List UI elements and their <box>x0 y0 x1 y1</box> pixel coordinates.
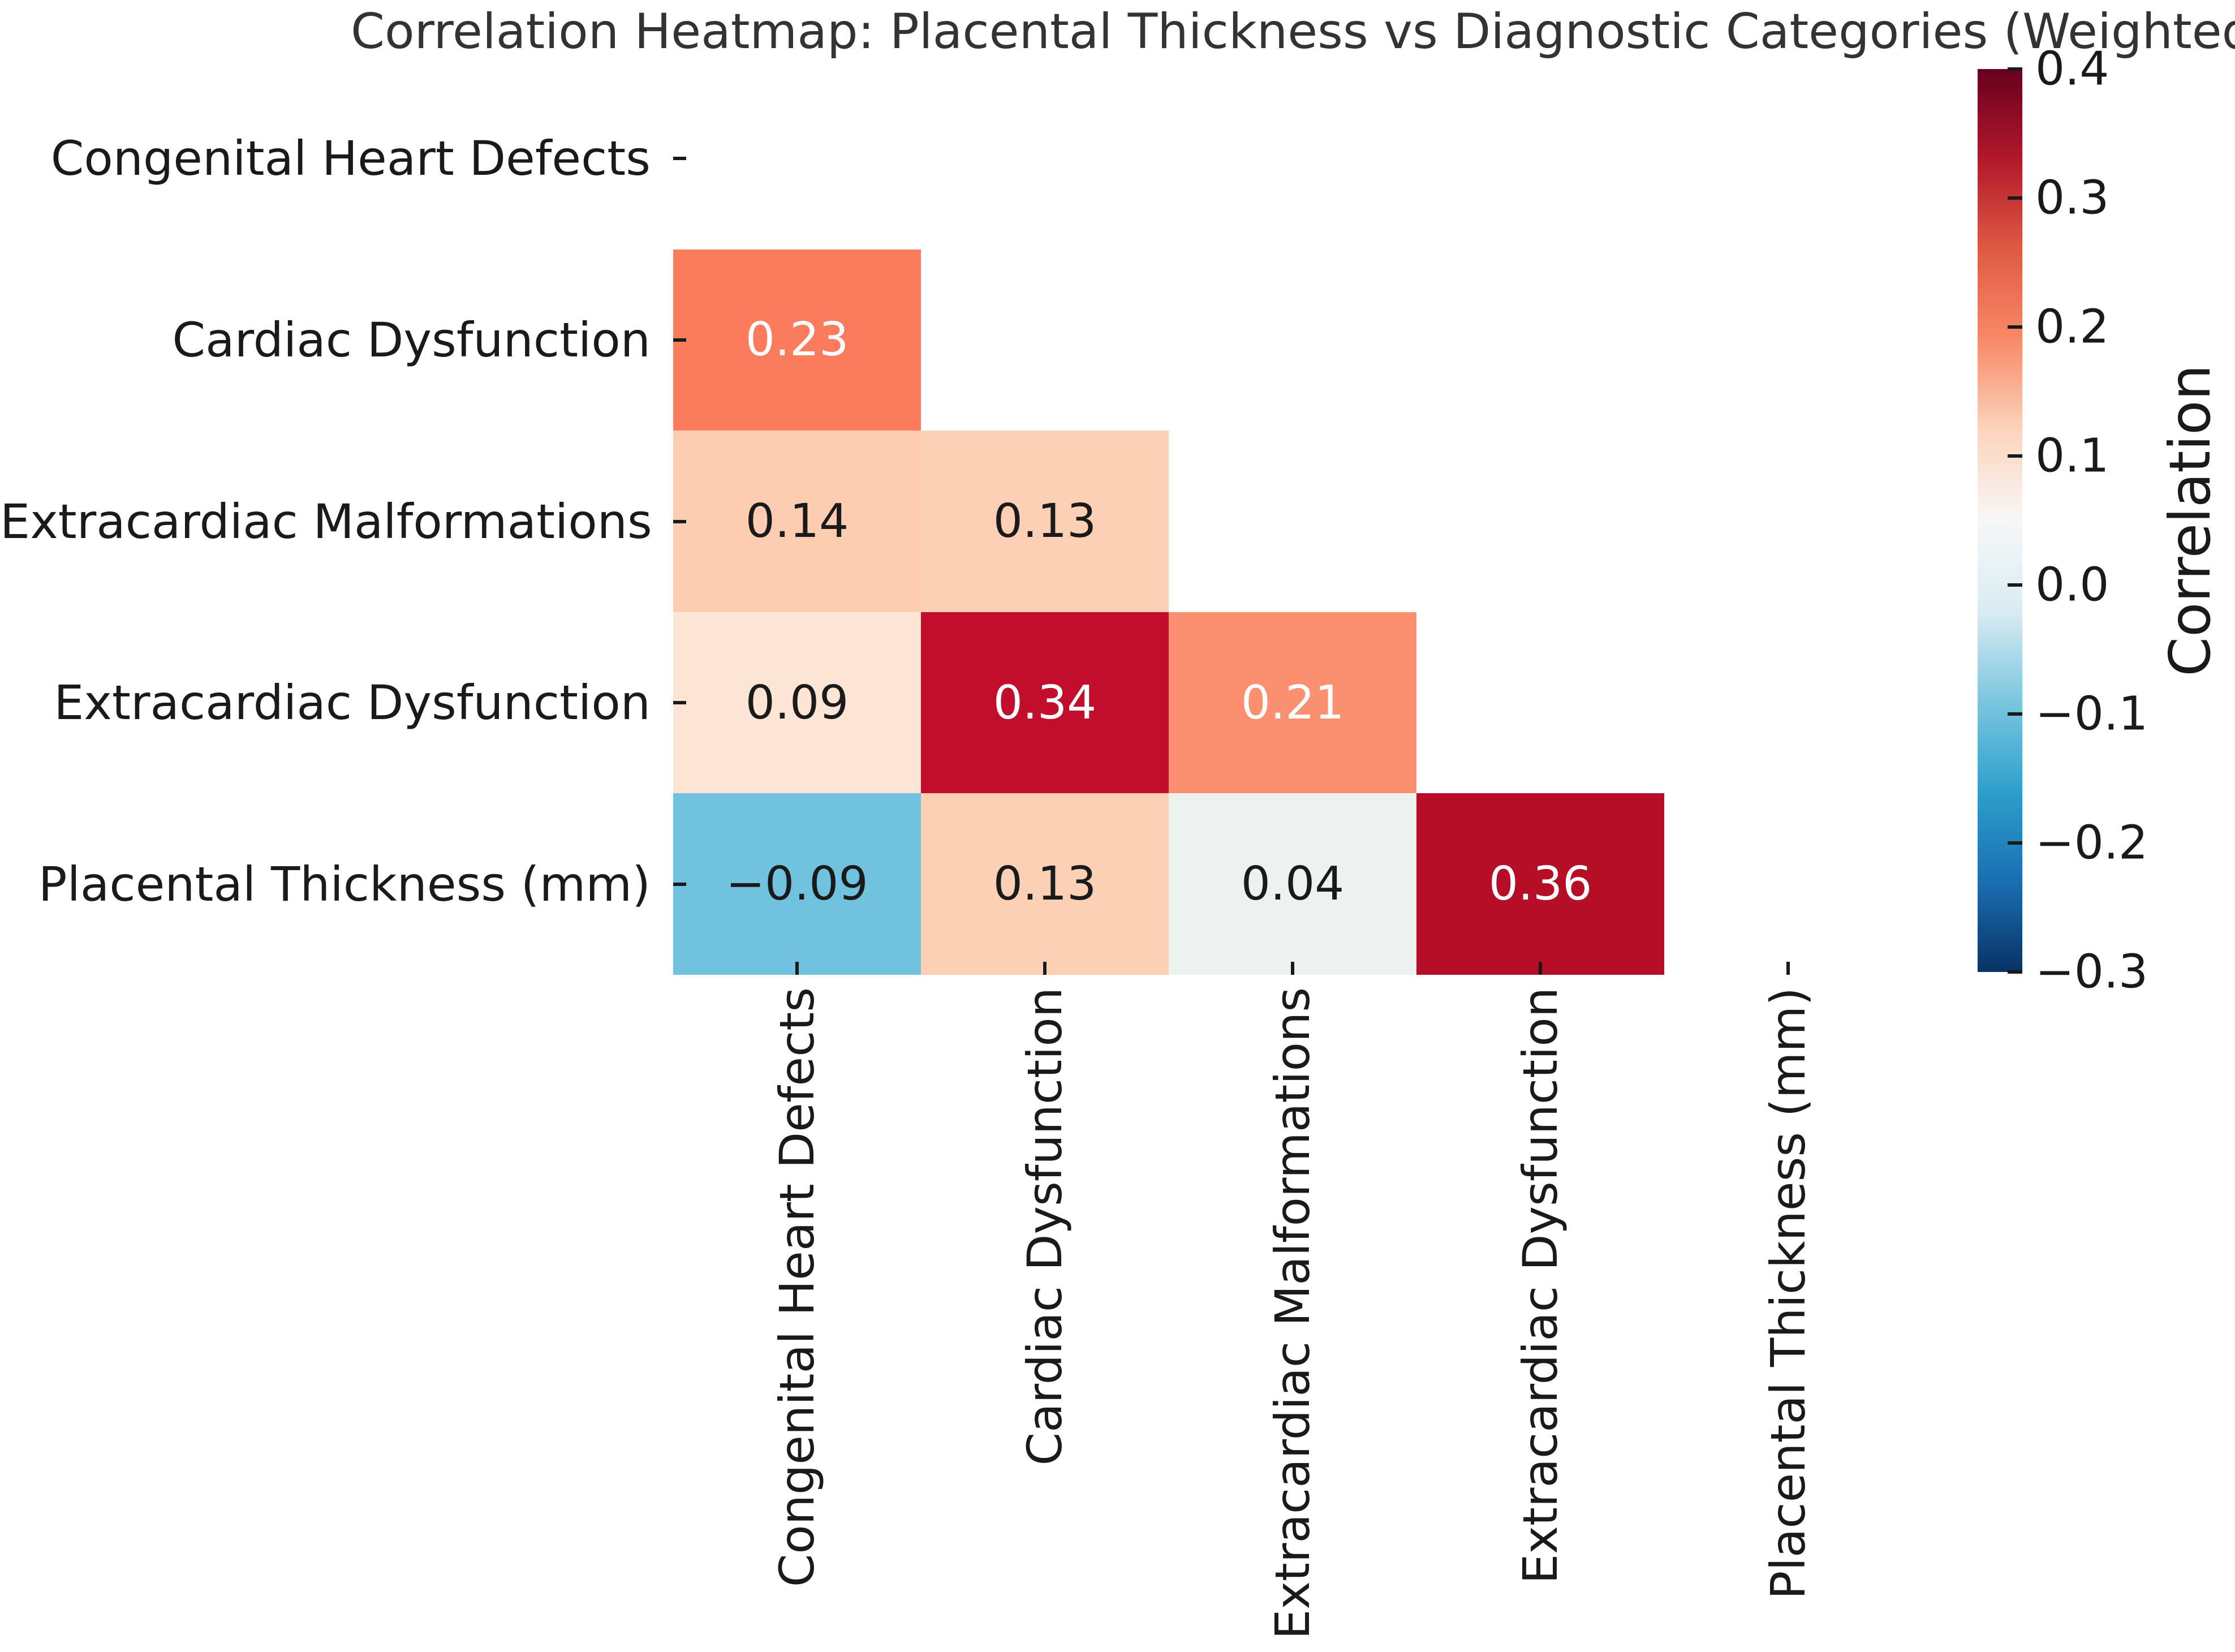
y-tick-label: Placental Thickness (mm) <box>38 856 651 912</box>
colorbar-tick-label: −0.3 <box>2035 945 2148 999</box>
colorbar-tick-mark <box>2008 583 2022 587</box>
cell-value: 0.13 <box>993 494 1097 548</box>
y-tick-mark <box>673 882 686 886</box>
x-tick-label: Placental Thickness (mm) <box>1760 987 1816 1600</box>
colorbar-tick-label: 0.0 <box>2035 558 2109 612</box>
y-tick-label: Cardiac Dysfunction <box>172 312 651 368</box>
x-tick-label: Extracardiac Dysfunction <box>1513 987 1568 1584</box>
cell-value: −0.09 <box>726 857 868 911</box>
cell-value: 0.14 <box>745 494 849 548</box>
colorbar-tick-mark <box>2008 454 2022 458</box>
colorbar-tick-label: −0.2 <box>2035 816 2148 870</box>
colorbar-tick-mark <box>2008 970 2022 974</box>
x-tick-mark <box>1043 962 1047 975</box>
colorbar-tick-mark <box>2008 712 2022 716</box>
colorbar-tick-label: 0.1 <box>2035 429 2109 483</box>
colorbar-tick-mark <box>2008 841 2022 845</box>
cell-value: 0.36 <box>1488 857 1592 911</box>
heatmap-grid: 0.23 0.14 0.13 0.09 0.34 0.21 −0.09 0.13 0.04 0.3… <box>673 68 1912 975</box>
heatmap-cell: −0.09 <box>673 793 921 975</box>
y-tick-label: Extracardiac Malformations <box>0 493 652 549</box>
heatmap-cell: 0.09 <box>673 612 921 794</box>
colorbar-gradient <box>1978 69 2022 972</box>
y-tick-label: Congenital Heart Defects <box>50 131 651 187</box>
x-tick-mark <box>1539 962 1542 975</box>
x-tick-label: Cardiac Dysfunction <box>1017 987 1073 1466</box>
cell-value: 0.21 <box>1241 676 1345 730</box>
colorbar-tick-label: 0.2 <box>2035 300 2109 354</box>
heatmap-cell: 0.14 <box>673 431 921 612</box>
colorbar-tick-label: −0.1 <box>2035 687 2148 741</box>
y-tick-mark <box>673 338 686 342</box>
chart-title: Correlation Heatmap: Placental Thickness… <box>351 3 2235 60</box>
x-tick-mark <box>795 962 799 975</box>
x-tick-mark <box>1786 962 1790 975</box>
y-tick-label: Extracardiac Dysfunction <box>54 675 651 731</box>
colorbar-tick-mark <box>2008 325 2022 329</box>
x-tick-mark <box>1291 962 1294 975</box>
cell-value: 0.34 <box>993 676 1097 730</box>
heatmap-cell: 0.36 <box>1416 793 1664 975</box>
heatmap-cell: 0.21 <box>1169 612 1416 794</box>
heatmap-cell: 0.23 <box>673 249 921 431</box>
cell-value: 0.09 <box>745 676 849 730</box>
y-tick-mark <box>673 519 686 523</box>
heatmap-cell: 0.34 <box>921 612 1169 794</box>
colorbar-tick-mark <box>2008 196 2022 200</box>
colorbar-tick-label: 0.3 <box>2035 171 2109 225</box>
cell-value: 0.23 <box>745 313 849 367</box>
heatmap-cell: 0.13 <box>921 431 1169 612</box>
y-tick-mark <box>673 157 686 161</box>
colorbar-label: Correlation <box>2157 364 2223 677</box>
x-tick-label: Extracardiac Malformations <box>1265 987 1320 1640</box>
heatmap-cell: 0.04 <box>1169 793 1416 975</box>
cell-value: 0.13 <box>993 857 1097 911</box>
y-tick-mark <box>673 701 686 705</box>
colorbar-tick-mark <box>2008 67 2022 71</box>
cell-value: 0.04 <box>1241 857 1345 911</box>
colorbar-tick-label: 0.4 <box>2035 42 2109 96</box>
heatmap-cell: 0.13 <box>921 793 1169 975</box>
x-tick-label: Congenital Heart Defects <box>769 987 825 1588</box>
